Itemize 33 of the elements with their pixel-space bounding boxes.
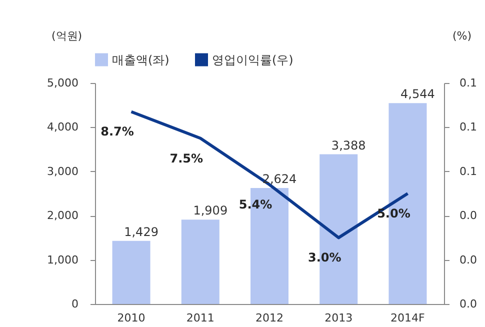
legend-label: 매출액(좌): [112, 52, 170, 67]
y2-tick-label: 0.1: [460, 164, 477, 178]
data-label: 4,544: [400, 87, 435, 102]
data-label: 1,909: [193, 204, 228, 218]
y2-tick-label: 0.0: [460, 253, 477, 266]
y-tick-label: 4,000: [47, 120, 78, 134]
data-label: 1,429: [124, 224, 158, 239]
data-label: 8.7%: [100, 124, 134, 139]
bar: [181, 220, 220, 304]
y2-tick-label: 0.1: [460, 76, 477, 90]
data-label: 3,388: [331, 138, 366, 152]
x-tick-label: 2010: [117, 312, 146, 324]
y-tick-label: 0: [72, 298, 78, 310]
y-axis-title: (억원): [52, 30, 82, 42]
y-tick-label: 2,000: [47, 209, 78, 222]
x-tick-label: 2012: [256, 312, 284, 324]
bar: [112, 240, 150, 304]
y2-tick-label: 0.0: [460, 298, 477, 310]
y2-axis-title: (%): [452, 30, 472, 42]
y-tick-label: 5,000: [47, 76, 78, 90]
data-label: 2,624: [262, 172, 297, 186]
data-label: 5.4%: [238, 198, 272, 212]
x-tick-label: 2014F: [390, 312, 425, 324]
y2-tick-label: 0.1: [460, 120, 477, 134]
data-label: 5.0%: [377, 206, 410, 220]
y-tick-label: 3,000: [47, 164, 78, 178]
y-tick-label: 1,000: [47, 253, 78, 266]
x-tick-label: 2011: [186, 312, 214, 324]
data-label: 7.5%: [170, 151, 204, 166]
legend-label: 영업이익률(우): [212, 52, 294, 67]
x-tick-label: 2013: [324, 312, 353, 324]
y2-tick-label: 0.0: [460, 209, 477, 222]
data-label: 3.0%: [308, 250, 342, 265]
